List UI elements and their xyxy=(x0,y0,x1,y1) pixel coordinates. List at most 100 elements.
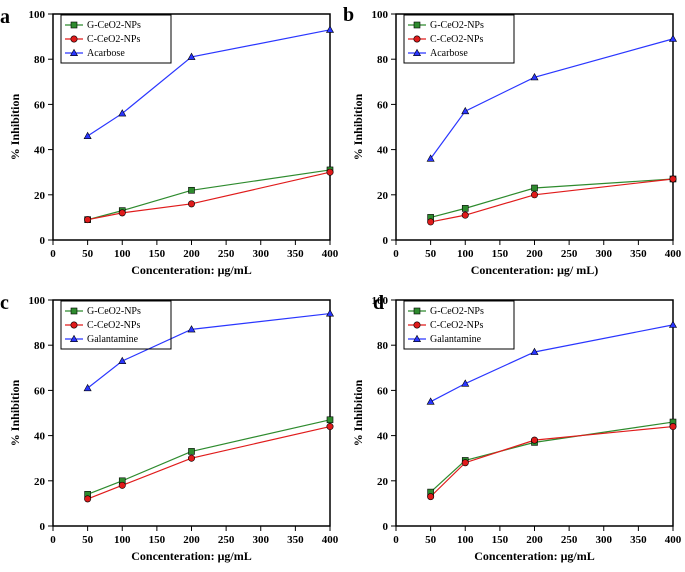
x-tick-label: 100 xyxy=(114,534,131,546)
chart-b: 050100150200250300350400020406080100Conc… xyxy=(343,0,685,286)
y-tick-label: 60 xyxy=(34,99,46,111)
y-tick-label: 40 xyxy=(34,431,46,443)
marker-square-icon xyxy=(462,205,468,211)
x-tick-label: 100 xyxy=(457,248,474,260)
legend-label: G-CeO2-NPs xyxy=(430,306,484,317)
x-tick-label: 0 xyxy=(393,248,399,260)
y-tick-label: 60 xyxy=(377,385,389,397)
marker-square-icon xyxy=(414,22,420,28)
x-tick-label: 100 xyxy=(457,534,474,546)
figure-root: 050100150200250300350400020406080100Conc… xyxy=(0,0,685,572)
chart-c: 050100150200250300350400020406080100Conc… xyxy=(0,286,342,572)
panel-label-b: b xyxy=(343,4,354,27)
x-tick-label: 400 xyxy=(322,248,339,260)
marker-circle-icon xyxy=(71,36,77,42)
x-tick-label: 150 xyxy=(149,248,166,260)
y-tick-label: 0 xyxy=(383,521,389,533)
panel-c: 050100150200250300350400020406080100Conc… xyxy=(0,286,342,572)
y-tick-label: 0 xyxy=(40,521,46,533)
y-axis-title: % Inhibition xyxy=(8,379,22,446)
chart-a: 050100150200250300350400020406080100Conc… xyxy=(0,0,342,286)
marker-circle-icon xyxy=(531,192,537,198)
marker-square-icon xyxy=(189,448,195,454)
marker-circle-icon xyxy=(188,201,194,207)
marker-square-icon xyxy=(327,417,333,423)
y-axis-title: % Inhibition xyxy=(351,379,365,446)
legend-label: C-CeO2-NPs xyxy=(430,34,483,45)
x-tick-label: 250 xyxy=(218,534,235,546)
marker-square-icon xyxy=(189,187,195,193)
x-tick-label: 300 xyxy=(596,534,613,546)
marker-square-icon xyxy=(71,22,77,28)
y-tick-label: 80 xyxy=(34,340,46,352)
x-tick-label: 400 xyxy=(665,534,682,546)
marker-square-icon xyxy=(532,185,538,191)
y-axis-title: % Inhibition xyxy=(8,93,22,160)
x-axis-title: Concenteration: μg/mL xyxy=(131,549,251,563)
marker-circle-icon xyxy=(670,423,676,429)
marker-square-icon xyxy=(71,308,77,314)
legend-label: Galantamine xyxy=(87,334,139,345)
y-tick-label: 0 xyxy=(383,235,389,247)
legend-label: Galantamine xyxy=(430,334,482,345)
panel-a: 050100150200250300350400020406080100Conc… xyxy=(0,0,342,286)
x-tick-label: 300 xyxy=(596,248,613,260)
x-tick-label: 350 xyxy=(287,534,304,546)
y-tick-label: 40 xyxy=(377,145,389,157)
x-tick-label: 400 xyxy=(665,248,682,260)
x-tick-label: 200 xyxy=(526,534,543,546)
legend-label: G-CeO2-NPs xyxy=(87,20,141,31)
marker-circle-icon xyxy=(84,496,90,502)
x-axis-title: Concenteration: μg/mL xyxy=(474,549,594,563)
panel-label-d: d xyxy=(373,292,384,315)
marker-circle-icon xyxy=(462,460,468,466)
marker-circle-icon xyxy=(531,437,537,443)
marker-circle-icon xyxy=(414,322,420,328)
x-tick-label: 50 xyxy=(82,248,94,260)
marker-circle-icon xyxy=(427,219,433,225)
x-tick-label: 250 xyxy=(218,248,235,260)
x-tick-label: 50 xyxy=(425,534,437,546)
x-tick-label: 0 xyxy=(50,248,56,260)
marker-circle-icon xyxy=(327,423,333,429)
marker-circle-icon xyxy=(327,169,333,175)
x-tick-label: 0 xyxy=(50,534,56,546)
x-tick-label: 200 xyxy=(183,248,200,260)
x-tick-label: 150 xyxy=(492,248,509,260)
marker-circle-icon xyxy=(670,176,676,182)
y-tick-label: 100 xyxy=(29,9,46,21)
x-tick-label: 150 xyxy=(149,534,166,546)
marker-circle-icon xyxy=(71,322,77,328)
panel-label-a: a xyxy=(0,6,10,29)
marker-circle-icon xyxy=(119,210,125,216)
x-tick-label: 300 xyxy=(253,248,270,260)
legend-label: C-CeO2-NPs xyxy=(87,34,140,45)
legend-label: C-CeO2-NPs xyxy=(87,320,140,331)
y-tick-label: 100 xyxy=(29,295,46,307)
panel-label-c: c xyxy=(0,292,9,315)
marker-circle-icon xyxy=(427,493,433,499)
marker-circle-icon xyxy=(119,482,125,488)
legend-label: Acarbose xyxy=(430,48,468,59)
x-tick-label: 0 xyxy=(393,534,399,546)
marker-circle-icon xyxy=(84,216,90,222)
y-tick-label: 20 xyxy=(34,476,46,488)
x-tick-label: 100 xyxy=(114,248,131,260)
x-tick-label: 250 xyxy=(561,534,578,546)
legend-label: C-CeO2-NPs xyxy=(430,320,483,331)
x-tick-label: 300 xyxy=(253,534,270,546)
legend-label: G-CeO2-NPs xyxy=(430,20,484,31)
legend-label: G-CeO2-NPs xyxy=(87,306,141,317)
marker-circle-icon xyxy=(414,36,420,42)
y-tick-label: 0 xyxy=(40,235,46,247)
y-tick-label: 80 xyxy=(377,340,389,352)
y-tick-label: 20 xyxy=(377,190,389,202)
y-axis-title: % Inhibition xyxy=(351,93,365,160)
x-tick-label: 200 xyxy=(183,534,200,546)
x-tick-label: 150 xyxy=(492,534,509,546)
y-tick-label: 60 xyxy=(377,99,389,111)
x-tick-label: 50 xyxy=(82,534,94,546)
x-axis-title: Concenteration: μg/ mL) xyxy=(471,263,598,277)
marker-square-icon xyxy=(414,308,420,314)
y-tick-label: 40 xyxy=(34,145,46,157)
